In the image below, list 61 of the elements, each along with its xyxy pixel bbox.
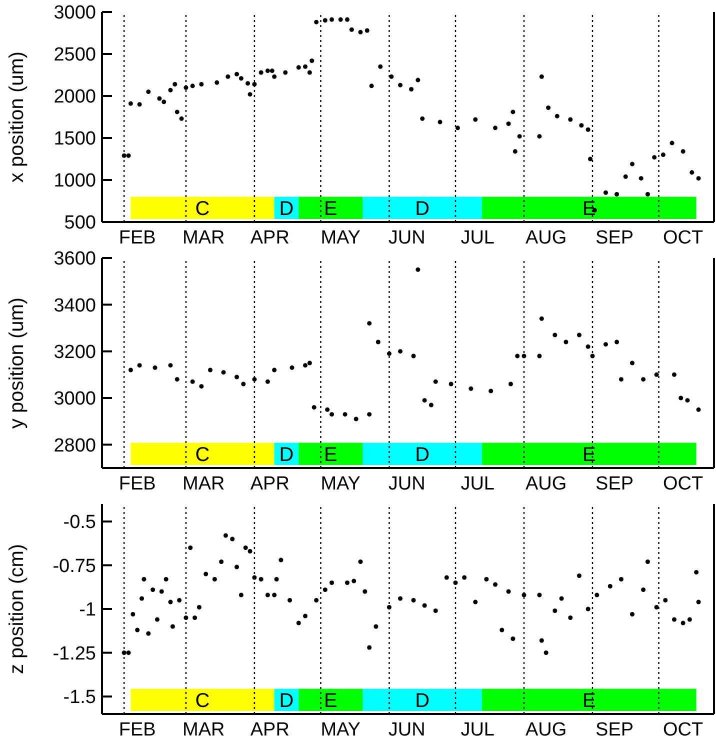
- y-tick-label: 3000: [54, 388, 96, 410]
- x-tick-label: MAY: [320, 473, 361, 494]
- x-tick-label: OCT: [663, 719, 704, 738]
- band-label: C: [195, 690, 210, 712]
- band-label: C: [195, 198, 210, 220]
- band-label: E: [324, 444, 338, 466]
- band-label: D: [415, 198, 430, 220]
- x-tick-label: MAR: [182, 719, 225, 738]
- x-tick-label: APR: [250, 227, 290, 248]
- y-tick-label: 3400: [54, 295, 96, 316]
- y-tick-label: 2800: [54, 435, 96, 456]
- y-tick-label: -0.5: [63, 512, 96, 534]
- x-tick-label: FEB: [118, 473, 156, 494]
- y-axis-title: y position (um): [6, 297, 28, 429]
- x-tick-label: SEP: [596, 227, 634, 248]
- x-tick-label: FEB: [118, 227, 156, 248]
- y-tick-label: 3200: [54, 342, 96, 364]
- x-tick-label: JUN: [388, 473, 426, 494]
- y-tick-label: 1500: [54, 128, 96, 150]
- x-tick-label: JUN: [388, 227, 426, 248]
- band-label: D: [415, 690, 430, 712]
- band-label: E: [324, 690, 338, 712]
- band-label: D: [279, 198, 294, 220]
- x-tick-label: AUG: [525, 227, 567, 248]
- x-tick-label: JUL: [460, 473, 494, 494]
- band-label: E: [582, 690, 596, 712]
- x-tick-label: MAR: [182, 473, 225, 494]
- y-tick-label: 3000: [54, 2, 96, 24]
- band-label: E: [582, 198, 596, 220]
- band-label: D: [279, 444, 294, 466]
- y-axis-title: x position (um): [6, 51, 28, 183]
- y-tick-label: -1.5: [63, 687, 96, 708]
- y-tick-label: 500: [64, 212, 96, 234]
- x-tick-label: AUG: [525, 719, 567, 738]
- y-tick-label: 1000: [54, 170, 96, 192]
- x-tick-label: MAY: [320, 719, 361, 738]
- band-label: D: [279, 690, 294, 712]
- y-axis-title: z position (cm): [6, 544, 28, 674]
- band-label: E: [324, 198, 338, 220]
- x-tick-label: FEB: [118, 719, 156, 738]
- band-label: D: [415, 444, 430, 466]
- y-tick-label: 2500: [54, 44, 96, 66]
- x-tick-label: APR: [250, 719, 290, 738]
- x-tick-label: APR: [250, 473, 290, 494]
- x-tick-label: JUN: [388, 719, 426, 738]
- y-tick-label: -0.75: [52, 556, 96, 577]
- band-label: E: [582, 444, 596, 466]
- x-tick-label: AUG: [525, 473, 567, 494]
- x-tick-label: SEP: [596, 719, 634, 738]
- x-tick-label: SEP: [596, 473, 634, 494]
- y-tick-label: 3600: [54, 248, 96, 270]
- y-tick-label: -1.25: [52, 643, 96, 664]
- x-tick-label: OCT: [663, 473, 704, 494]
- band-label: C: [195, 444, 210, 466]
- x-tick-label: OCT: [663, 227, 704, 248]
- x-tick-label: JUL: [460, 227, 494, 248]
- x-tick-label: MAR: [182, 227, 225, 248]
- x-tick-label: MAY: [320, 227, 361, 248]
- y-tick-label: -1: [79, 600, 96, 621]
- x-tick-label: JUL: [460, 719, 494, 738]
- y-tick-label: 2000: [54, 86, 96, 108]
